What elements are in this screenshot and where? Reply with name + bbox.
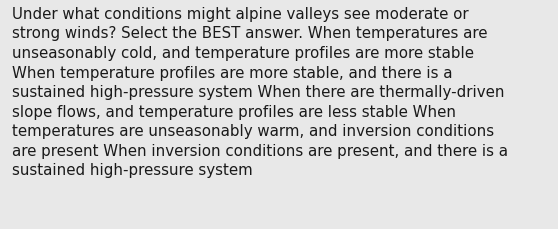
Text: Under what conditions might alpine valleys see moderate or
strong winds? Select : Under what conditions might alpine valle…	[12, 7, 508, 178]
